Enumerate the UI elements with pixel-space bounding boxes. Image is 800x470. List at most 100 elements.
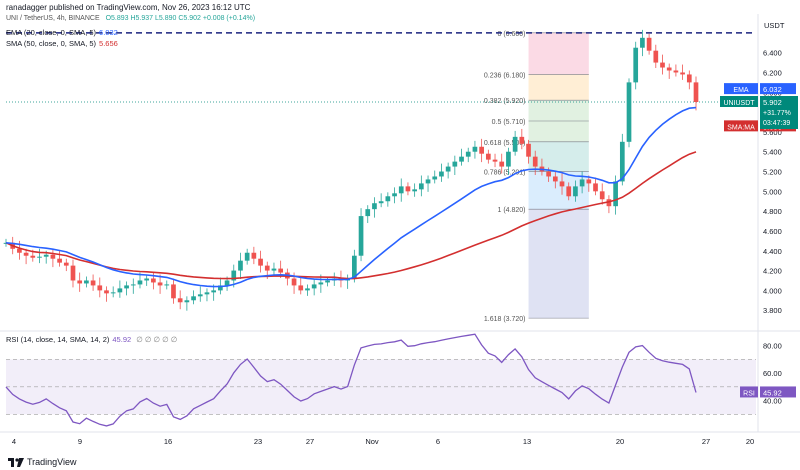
candle-body: [385, 196, 391, 202]
candle-body: [479, 146, 484, 154]
candle-body: [157, 282, 163, 286]
fib-zone: [528, 74, 589, 101]
price-tick-label: 3.800: [763, 306, 782, 315]
publish-info: ranadagger published on TradingView.com,…: [6, 3, 251, 12]
candle-body: [271, 268, 277, 271]
candle-body: [693, 82, 699, 102]
candle-body: [352, 255, 357, 279]
price-tick-label: 4.600: [763, 227, 782, 236]
candle-body: [110, 292, 116, 294]
candle-body: [311, 284, 317, 289]
candle-body: [519, 136, 525, 144]
fib-level-label: 0.618 (5.500): [484, 140, 526, 147]
candle-body: [566, 186, 572, 197]
tradingview-icon: [8, 457, 24, 467]
candle-body: [653, 50, 659, 63]
tradingview-logo[interactable]: TradingView: [8, 457, 77, 467]
fib-level-label: 1 (4.820): [497, 207, 525, 214]
candle-body: [124, 285, 129, 289]
rsi-line: [5, 333, 697, 427]
candle-body: [633, 47, 639, 83]
candle-body: [117, 288, 123, 293]
candle-body: [392, 193, 397, 197]
candle-body: [224, 280, 230, 286]
price-tick-label: 5.400: [763, 148, 782, 157]
rsi-tick-label: 80.00: [763, 342, 782, 351]
candle-body: [171, 284, 176, 299]
candle-body: [57, 258, 62, 263]
price-tick-label: 4.800: [763, 207, 782, 216]
ema20-line: [5, 106, 697, 288]
candle-body: [646, 37, 652, 51]
candle-body: [197, 294, 203, 297]
candle-body: [164, 284, 170, 286]
fib-zone: [528, 100, 589, 122]
fib-zone: [528, 121, 589, 142]
candle-body: [298, 285, 304, 291]
candle-body: [465, 151, 471, 157]
candle-body: [606, 199, 612, 207]
ema-value-bg: [760, 83, 796, 95]
ema-legend[interactable]: EMA (20, close, 0, SMA, 5) 6.032: [6, 28, 118, 37]
candle-body: [425, 179, 431, 184]
rsi-legend-dots: ∅ ∅ ∅ ∅ ∅: [136, 335, 178, 344]
candle-body: [325, 280, 330, 283]
candle-body: [398, 186, 404, 194]
candle-body: [77, 280, 83, 284]
candle-body: [546, 171, 551, 177]
time-tick-label: 4: [12, 437, 16, 446]
candle-body: [372, 203, 377, 210]
candle-body: [499, 161, 505, 167]
rsi-legend-label: RSI (14, close, 14, SMA, 14, 2): [6, 335, 110, 344]
candle-body: [184, 300, 190, 303]
candle-body: [104, 290, 109, 294]
time-tick-label: 13: [523, 437, 531, 446]
candle-body: [177, 298, 183, 303]
time-tick-label: 9: [78, 437, 82, 446]
candle-body: [660, 62, 665, 68]
candle-body: [552, 176, 558, 182]
fib-level-label: 1.618 (3.720): [484, 316, 526, 323]
candle-body: [191, 296, 196, 301]
candle-body: [23, 252, 29, 256]
fib-level-label: 0 (6.600): [497, 31, 525, 38]
candle-body: [459, 156, 464, 162]
price-tick-label: 5.200: [763, 168, 782, 177]
time-tick-label: 16: [164, 437, 172, 446]
rsi-value-bg: [760, 386, 796, 398]
candle-body: [586, 179, 592, 184]
price-tick-label: 5.000: [763, 187, 782, 196]
candle-body: [506, 151, 511, 167]
time-tick-label: 20: [616, 437, 624, 446]
candle-body: [264, 265, 270, 271]
candle-body: [532, 156, 538, 167]
candle-body: [445, 166, 451, 172]
candle-body: [17, 248, 22, 253]
candle-body: [218, 285, 223, 291]
pair-label: UNI / TetherUS, 4h, BINANCE: [6, 15, 100, 22]
candle-body: [559, 181, 565, 187]
candle-body: [130, 284, 136, 286]
ohlc-values: O5.893 H5.937 L5.890 C5.902 +0.008 (+0.1…: [105, 15, 256, 22]
candle-body: [492, 159, 498, 162]
fib-zone: [528, 32, 589, 75]
candle-body: [90, 280, 96, 286]
candle-body: [365, 209, 371, 217]
sma-legend-value: 5.656: [99, 39, 118, 48]
sma-tag-label: SMA:MA: [727, 124, 755, 131]
fib-zone: [528, 141, 589, 172]
rsi-tag-label: RSI: [743, 390, 755, 397]
ema-legend-label: EMA (20, close, 0, SMA, 5): [6, 28, 97, 37]
candle-body: [97, 285, 103, 291]
time-tick-label: 27: [306, 437, 314, 446]
time-tick-label: 20: [746, 437, 754, 446]
price-tick-label: 4.400: [763, 247, 782, 256]
candle-body: [619, 141, 625, 182]
sma-legend[interactable]: SMA (50, close, 0, SMA, 5) 5.656: [6, 39, 118, 48]
candle-body: [472, 146, 478, 152]
rsi-legend[interactable]: RSI (14, close, 14, SMA, 14, 2) 45.92 ∅ ∅…: [6, 335, 177, 344]
candle-body: [278, 268, 284, 273]
time-tick-label: 6: [436, 437, 440, 446]
candle-body: [63, 262, 69, 266]
